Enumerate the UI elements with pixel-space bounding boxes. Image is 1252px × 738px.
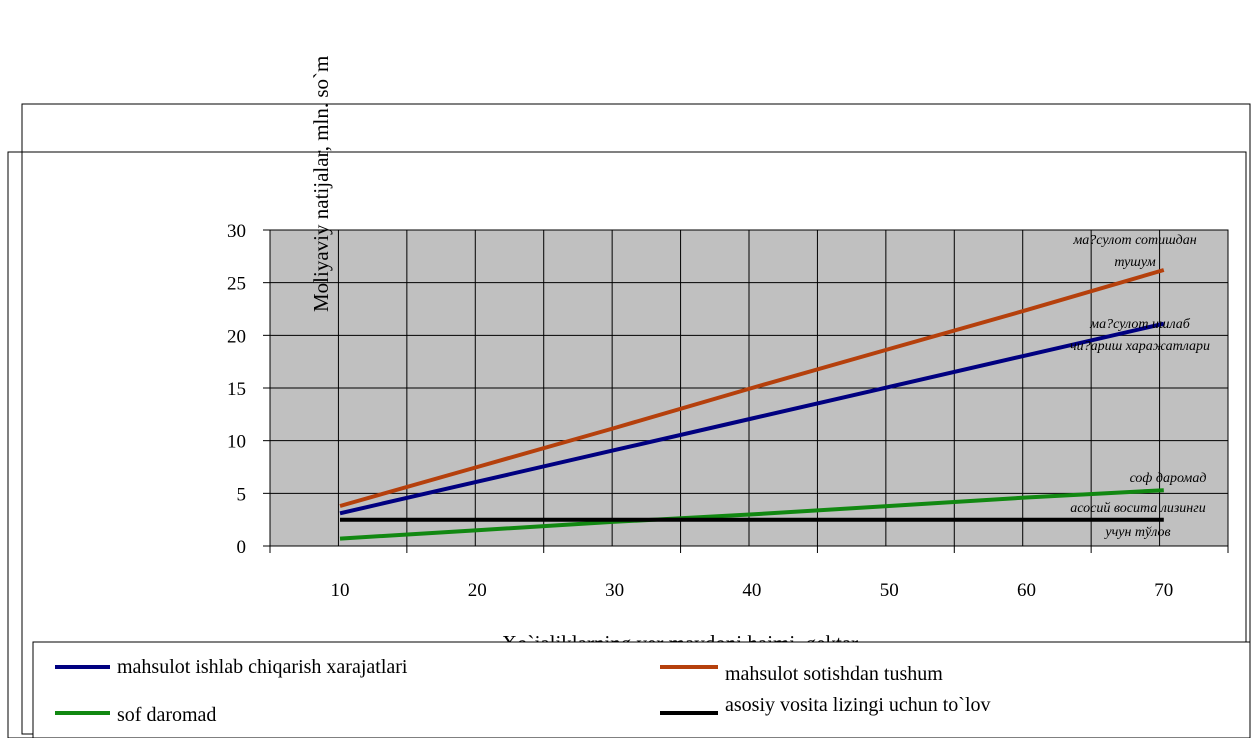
series-lines bbox=[339, 268, 1165, 541]
series-line-1 bbox=[339, 268, 1165, 508]
y-tick-labels: 0 5 10 15 20 25 30 bbox=[227, 221, 246, 558]
y-tick-label-6: 30 bbox=[227, 221, 246, 242]
legend-frame bbox=[32, 641, 1251, 738]
legend: mahsulot ishlab chiqarish xarajatlari ma… bbox=[32, 641, 1251, 738]
x-tick-label-0: 10 bbox=[331, 580, 350, 601]
x-tick-label-2: 30 bbox=[605, 580, 624, 601]
x-tick-label-5: 60 bbox=[1017, 580, 1036, 601]
y-tick-label-0: 0 bbox=[237, 537, 247, 558]
annotation-0-line-0: ма?сулот сотишдан bbox=[1072, 233, 1196, 248]
x-tick-labels: 10 20 30 40 50 60 70 bbox=[331, 580, 1174, 601]
legend-label-2: sof daromad bbox=[117, 704, 216, 726]
series-line-2 bbox=[339, 488, 1164, 541]
x-tick-label-3: 40 bbox=[742, 580, 761, 601]
annotation-1-line-1: чи?ариш харажатлари bbox=[1070, 339, 1210, 354]
annotation-0-line-1: тушум bbox=[1114, 255, 1155, 270]
line-annotations: ма?сулот сотишдан тушум ма?сулот ишлаб чи?а… bbox=[1070, 233, 1210, 540]
annotation-2-line-0: соф даромад bbox=[1130, 471, 1207, 486]
x-tick-label-6: 70 bbox=[1154, 580, 1173, 601]
axes bbox=[263, 229, 1229, 553]
x-tick-label-1: 20 bbox=[468, 580, 487, 601]
y-tick-label-3: 15 bbox=[227, 379, 246, 400]
legend-label-0: mahsulot ishlab chiqarish xarajatlari bbox=[117, 656, 408, 678]
series-line-0 bbox=[339, 321, 1165, 516]
legend-label-3: asosiy vosita lizingi uchun to`lov bbox=[725, 694, 991, 716]
y-tick-label-4: 20 bbox=[227, 326, 246, 347]
y-tick-label-2: 10 bbox=[227, 432, 246, 453]
legend-label-1: mahsulot sotishdan tushum bbox=[725, 663, 943, 685]
y-tick-label-1: 5 bbox=[237, 484, 247, 505]
annotation-1-line-0: ма?сулот ишлаб bbox=[1089, 317, 1191, 332]
chart-area-frame bbox=[7, 151, 1247, 738]
y-tick-label-5: 25 bbox=[227, 274, 246, 295]
annotation-3-line-1: учун тўлов bbox=[1103, 525, 1170, 540]
y-axis-title: Moliyaviy natijalar, mln. so`m bbox=[309, 56, 333, 312]
x-tick-label-4: 50 bbox=[880, 580, 899, 601]
annotation-3-line-0: асосий восита лизинги bbox=[1070, 501, 1205, 516]
